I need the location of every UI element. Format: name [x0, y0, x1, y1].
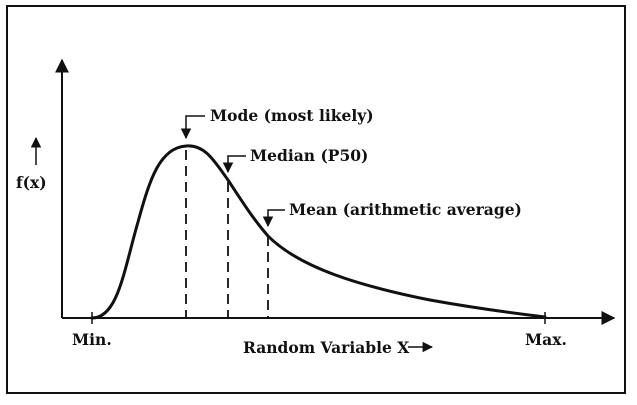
x-axis-label: Random Variable X: [243, 338, 410, 357]
median-label: Median (P50): [250, 146, 368, 165]
diagram-frame: [6, 5, 626, 394]
density-curve: [90, 144, 547, 320]
mean-label: Mean (arithmetic average): [289, 200, 522, 219]
y-axis-label: f(x): [16, 173, 47, 192]
median-callout-line: [222, 155, 246, 174]
mode-callout-line: [180, 115, 205, 140]
mean-callout-line: [262, 209, 285, 228]
max-label: Max.: [525, 330, 567, 349]
mode-label: Mode (most likely): [210, 106, 374, 125]
min-label: Min.: [72, 330, 112, 349]
